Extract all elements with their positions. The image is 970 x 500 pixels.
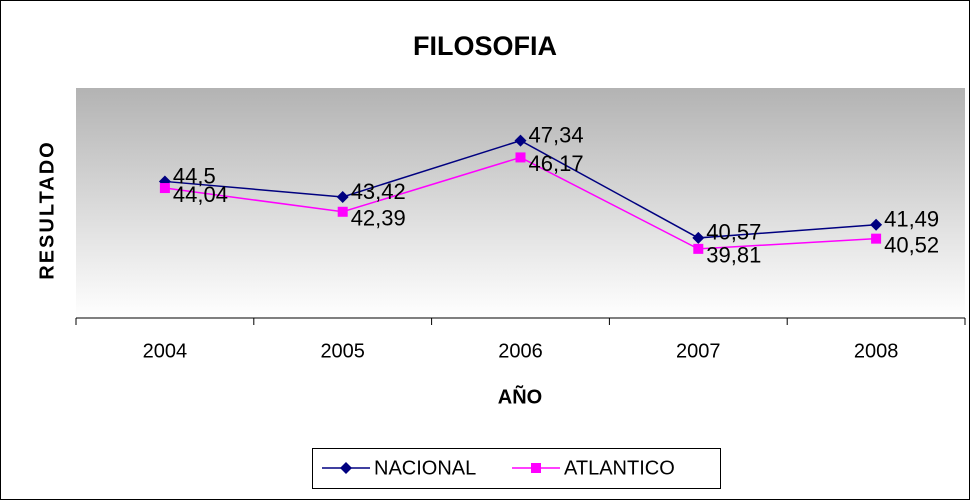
- legend-marker: [340, 462, 352, 474]
- x-tick-label: 2006: [498, 340, 543, 362]
- data-point: [337, 206, 348, 217]
- data-label: 39,81: [706, 243, 761, 268]
- data-point: [514, 134, 527, 147]
- data-label: 47,34: [529, 122, 584, 147]
- y-axis-title: RESULTADO: [36, 140, 58, 279]
- x-tick-label: 2004: [143, 340, 188, 362]
- data-label: 44,04: [173, 182, 228, 207]
- plot-area: [76, 88, 965, 318]
- data-label: 43,42: [351, 179, 406, 204]
- data-point: [159, 183, 170, 194]
- x-axis-title: AÑO: [498, 385, 542, 408]
- data-point: [870, 218, 883, 231]
- chart-title: FILOSOFIA: [413, 31, 557, 61]
- data-label: 41,49: [884, 207, 939, 232]
- legend-marker: [531, 463, 541, 473]
- data-label: 40,52: [884, 232, 939, 257]
- data-point: [336, 190, 349, 203]
- legend-label: ATLANTICO: [564, 457, 675, 479]
- data-label: 46,17: [529, 151, 584, 176]
- data-point: [515, 152, 526, 163]
- data-point: [692, 231, 705, 244]
- data-point: [693, 243, 704, 254]
- data-label: 44,5: [173, 163, 216, 188]
- x-tick-label: 2007: [676, 340, 721, 362]
- x-tick-label: 2008: [854, 340, 899, 362]
- data-label: 40,57: [706, 220, 761, 245]
- data-point: [871, 233, 882, 244]
- legend-label: NACIONAL: [374, 457, 476, 479]
- data-label: 42,39: [351, 206, 406, 231]
- x-tick-label: 2005: [320, 340, 365, 362]
